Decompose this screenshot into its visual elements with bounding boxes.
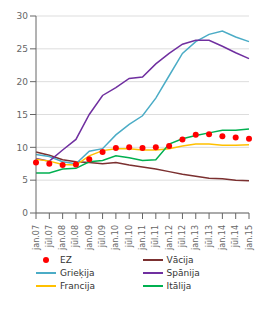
svg-text:jan.13: jan.13	[191, 225, 200, 251]
svg-text:jūl.10: jūl.10	[125, 225, 134, 248]
svg-text:jan.14: jan.14	[218, 225, 227, 251]
svg-text:jan.08: jan.08	[58, 225, 67, 251]
html-text:Itālija: Itālija	[166, 281, 192, 291]
svg-text:20: 20	[17, 77, 29, 87]
svg-text:jūl.11: jūl.11	[151, 225, 160, 248]
svg-text:jūl.08: jūl.08	[71, 225, 80, 248]
svg-text:5: 5	[22, 175, 28, 185]
svg-text:15: 15	[17, 110, 28, 120]
svg-text:25: 25	[17, 44, 28, 54]
svg-text:jan.10: jan.10	[111, 225, 120, 251]
svg-text:jan.07: jan.07	[32, 225, 41, 251]
svg-text:jan.12: jan.12	[165, 225, 174, 251]
svg-text:jūl.09: jūl.09	[98, 225, 107, 248]
svg-text:jūl.12: jūl.12	[178, 225, 187, 248]
svg-text:jan.11: jan.11	[138, 225, 147, 251]
html-text:Spānija: Spānija	[166, 268, 200, 278]
svg-text:jan.09: jan.09	[85, 225, 94, 251]
svg-text:0: 0	[22, 208, 28, 218]
svg-text:jan.15: jan.15	[245, 225, 254, 251]
html-text:Grieķija: Grieķija	[60, 268, 95, 278]
svg-text:30: 30	[17, 11, 29, 21]
svg-text:jūl.07: jūl.07	[45, 225, 54, 248]
html-text:Vācija: Vācija	[166, 255, 194, 265]
html-text:Francija: Francija	[60, 281, 95, 291]
svg-text:jūl.14: jūl.14	[231, 225, 240, 248]
svg-text:jūl.13: jūl.13	[205, 225, 214, 248]
html-text:EZ: EZ	[60, 255, 72, 265]
svg-text:10: 10	[17, 143, 29, 153]
